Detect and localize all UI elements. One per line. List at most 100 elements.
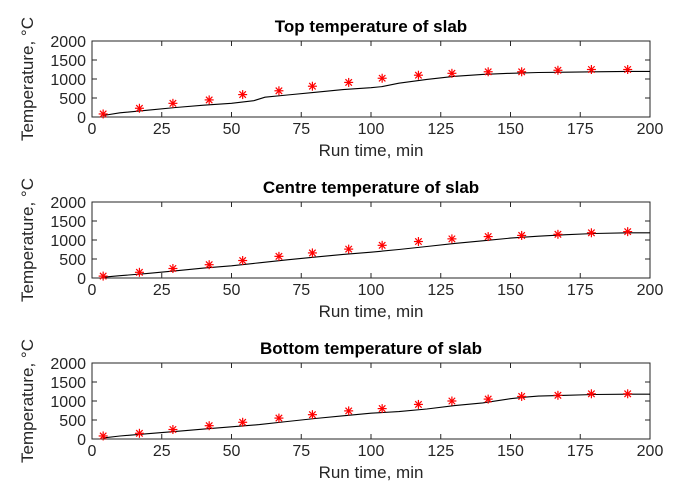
y-tick-label: 1500 [50,375,86,392]
x-tick-label: 0 [88,121,97,138]
data-point [413,70,423,80]
data-point [623,389,633,399]
x-axis-label: Run time, min [319,302,424,321]
data-point [483,394,493,404]
data-point [98,109,108,119]
data-point-stroke [517,68,526,76]
data-point-stroke [448,235,456,243]
data-point [344,244,354,254]
data-point [586,228,596,238]
data-point-stroke [308,249,317,257]
y-tick-label: 2000 [50,195,86,212]
data-point [307,410,317,420]
data-point [586,389,596,399]
data-point-stroke [275,252,283,261]
data-point-stroke [484,232,492,241]
data-point-stroke [308,82,317,90]
data-point [377,404,387,414]
y-tick-label: 500 [59,413,86,430]
data-point-stroke [587,390,596,398]
data-point-stroke [205,96,213,104]
data-point-stroke [135,104,144,112]
data-point-stroke [169,99,177,107]
data-point [553,65,563,75]
x-tick-label: 100 [358,121,385,138]
data-point [168,425,178,434]
x-tick-label: 200 [637,121,664,138]
x-tick-label: 25 [153,443,171,460]
y-tick-label: 1000 [50,394,86,411]
data-point [517,391,527,401]
y-tick-label: 500 [59,252,86,269]
data-point [377,73,387,83]
data-point-stroke [414,400,423,409]
data-point [238,90,248,100]
data-point-stroke [135,268,144,276]
chart-title: Centre temperature of slab [263,178,479,197]
y-tick-label: 1000 [50,72,86,89]
data-point [204,421,214,431]
y-axis-label: Temperature, °C [18,178,37,302]
data-point-stroke [99,110,107,118]
data-point [517,67,527,77]
data-point-stroke [345,245,353,253]
data-point-stroke [484,68,492,76]
data-point [238,256,248,266]
data-point-stroke [345,407,353,415]
y-tick-label: 1500 [50,53,86,70]
data-point-stroke [484,395,492,403]
panel-2: 0 25 50 75 100 125 150 175 2000500100015002000Ce… [18,178,663,321]
x-tick-label: 175 [567,282,594,299]
data-point [517,230,527,240]
y-tick-label: 0 [77,432,86,449]
x-tick-label: 175 [567,443,594,460]
chart-title: Bottom temperature of slab [260,339,482,358]
data-point [586,65,596,74]
data-point [377,240,387,250]
data-point [204,260,214,270]
data-point [134,103,144,113]
y-tick-label: 0 [77,110,86,127]
data-point-stroke [378,74,386,82]
x-tick-label: 75 [292,443,310,460]
x-tick-label: 100 [358,282,385,299]
data-point-stroke [205,261,213,269]
x-tick-label: 125 [427,443,454,460]
data-point-stroke [238,90,247,99]
panel-3: 0 25 50 75 100 125 150 175 2000500100015002000Bo… [18,339,663,482]
panel-1: 0 25 50 75 100 125 150 175 2000500100015002000To… [18,17,663,160]
data-point [483,232,493,242]
y-tick-label: 1000 [50,233,86,250]
data-point [447,396,457,406]
data-point-stroke [238,418,247,426]
data-point [553,229,563,239]
data-point [274,86,284,96]
y-axis-label: Temperature, °C [18,17,37,141]
data-point-stroke [414,71,423,79]
series-line [103,70,650,117]
data-point [274,251,284,261]
data-point [98,431,108,441]
data-point [413,399,423,409]
data-point [168,264,178,273]
data-point-stroke [517,231,526,240]
data-point [447,234,457,244]
y-tick-label: 0 [77,271,86,288]
data-point [413,237,423,247]
chart-title: Top temperature of slab [275,17,467,36]
x-tick-label: 200 [637,282,664,299]
data-point [307,81,317,91]
data-point-stroke [624,390,632,398]
data-point-stroke [554,391,562,399]
data-point-stroke [275,414,283,422]
x-tick-label: 50 [223,282,241,299]
data-point-stroke [169,425,177,434]
x-tick-label: 150 [497,121,524,138]
data-point [168,98,178,108]
data-point [307,248,317,258]
data-point [623,65,633,74]
data-point [238,417,248,427]
data-point [344,406,354,416]
data-point [134,428,144,438]
panels: 0 25 50 75 100 125 150 175 2000500100015002000To… [18,17,663,482]
